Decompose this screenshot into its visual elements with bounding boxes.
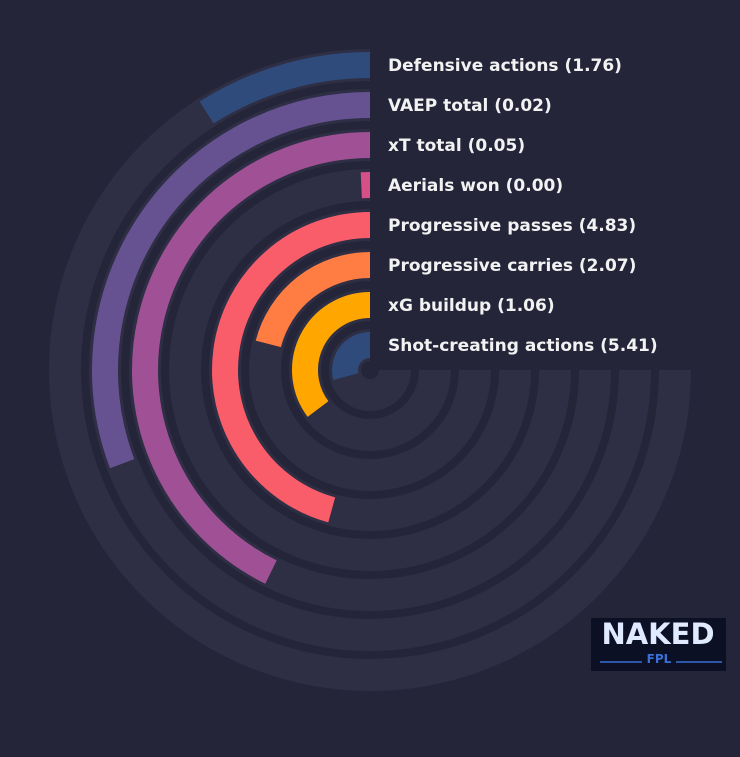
- bar-label: Progressive carries (2.07): [388, 256, 636, 276]
- logo-top: NAKED: [601, 617, 714, 651]
- bar-label: Defensive actions (1.76): [388, 56, 622, 76]
- bar: [292, 292, 371, 417]
- bar-label: Aerials won (0.00): [388, 176, 563, 196]
- bar-label: VAEP total (0.02): [388, 96, 552, 116]
- logo-bottom: FPL: [647, 652, 672, 666]
- bar: [255, 252, 371, 348]
- track: [169, 169, 571, 571]
- bar: [199, 52, 371, 124]
- bars: [92, 52, 371, 584]
- bar-label: Progressive passes (4.83): [388, 216, 636, 236]
- bar: [92, 92, 371, 469]
- track: [49, 49, 691, 691]
- bar-label: xT total (0.05): [388, 136, 525, 156]
- bar: [132, 132, 371, 584]
- bar-label: xG buildup (1.06): [388, 296, 555, 316]
- bar-label: Shot-creating actions (5.41): [388, 336, 658, 356]
- logo: NAKED FPL: [591, 617, 726, 671]
- bar: [212, 212, 371, 523]
- bar: [332, 332, 371, 381]
